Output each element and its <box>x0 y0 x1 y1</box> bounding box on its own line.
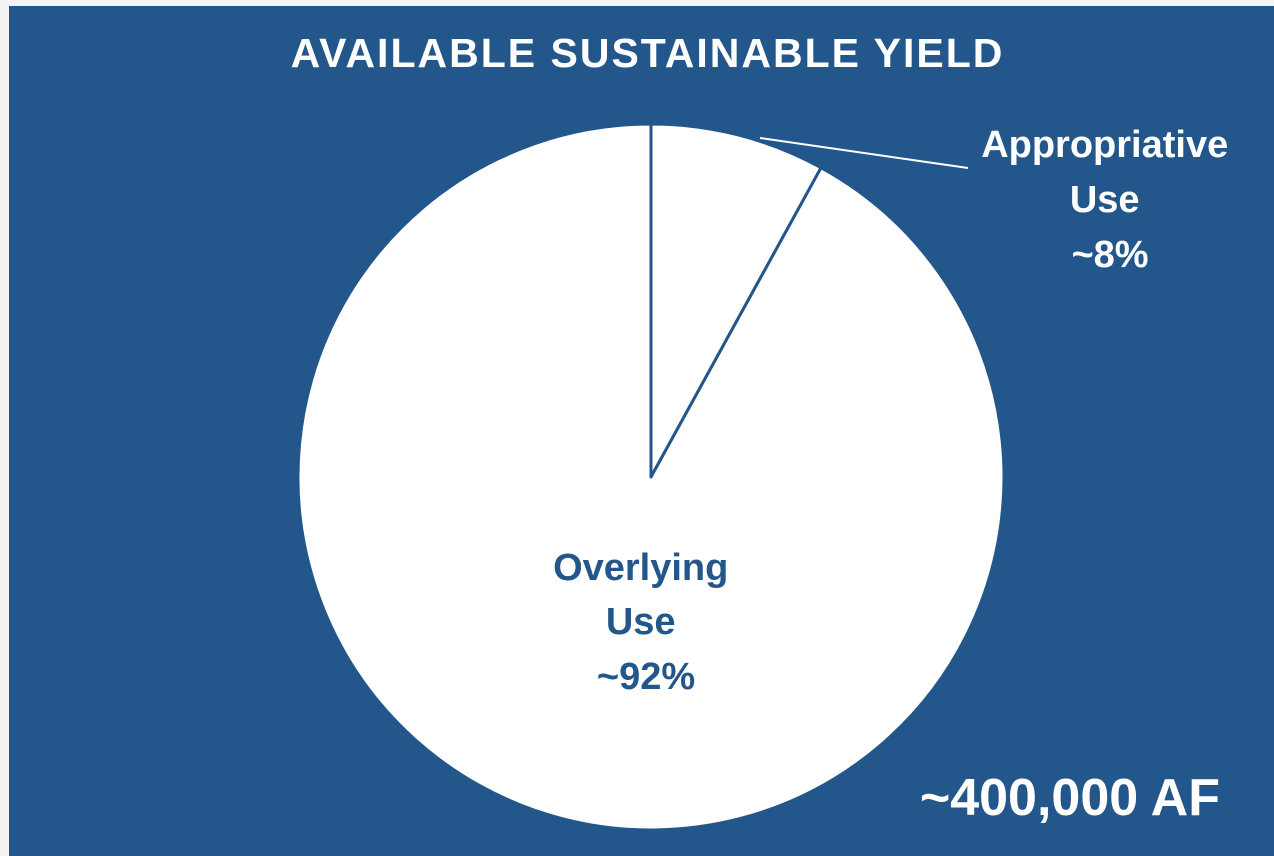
pie-slice-appropriative-use <box>649 122 823 479</box>
appropriative-label-line-3: ~8% <box>1071 234 1148 276</box>
appropriative-use-label: Appropriative Use ~8% <box>981 124 1239 276</box>
pie-slice-overlying-use <box>296 122 1006 832</box>
overlying-label-line-1: Overlying <box>553 547 728 589</box>
chart-title: AVAILABLE SUSTAINABLE YIELD <box>290 30 1005 76</box>
appropriative-label-line-2: Use <box>1070 179 1140 221</box>
overlying-use-label: Overlying Use ~92% <box>553 547 739 698</box>
overlying-label-line-2: Use <box>606 601 676 643</box>
pie-slices <box>296 122 1006 832</box>
appropriative-leader-line <box>759 137 969 169</box>
total-yield-label: ~400,000 AF <box>919 769 1220 827</box>
appropriative-label-line-1: Appropriative <box>981 124 1228 166</box>
overlying-label-line-3: ~92% <box>597 656 695 698</box>
